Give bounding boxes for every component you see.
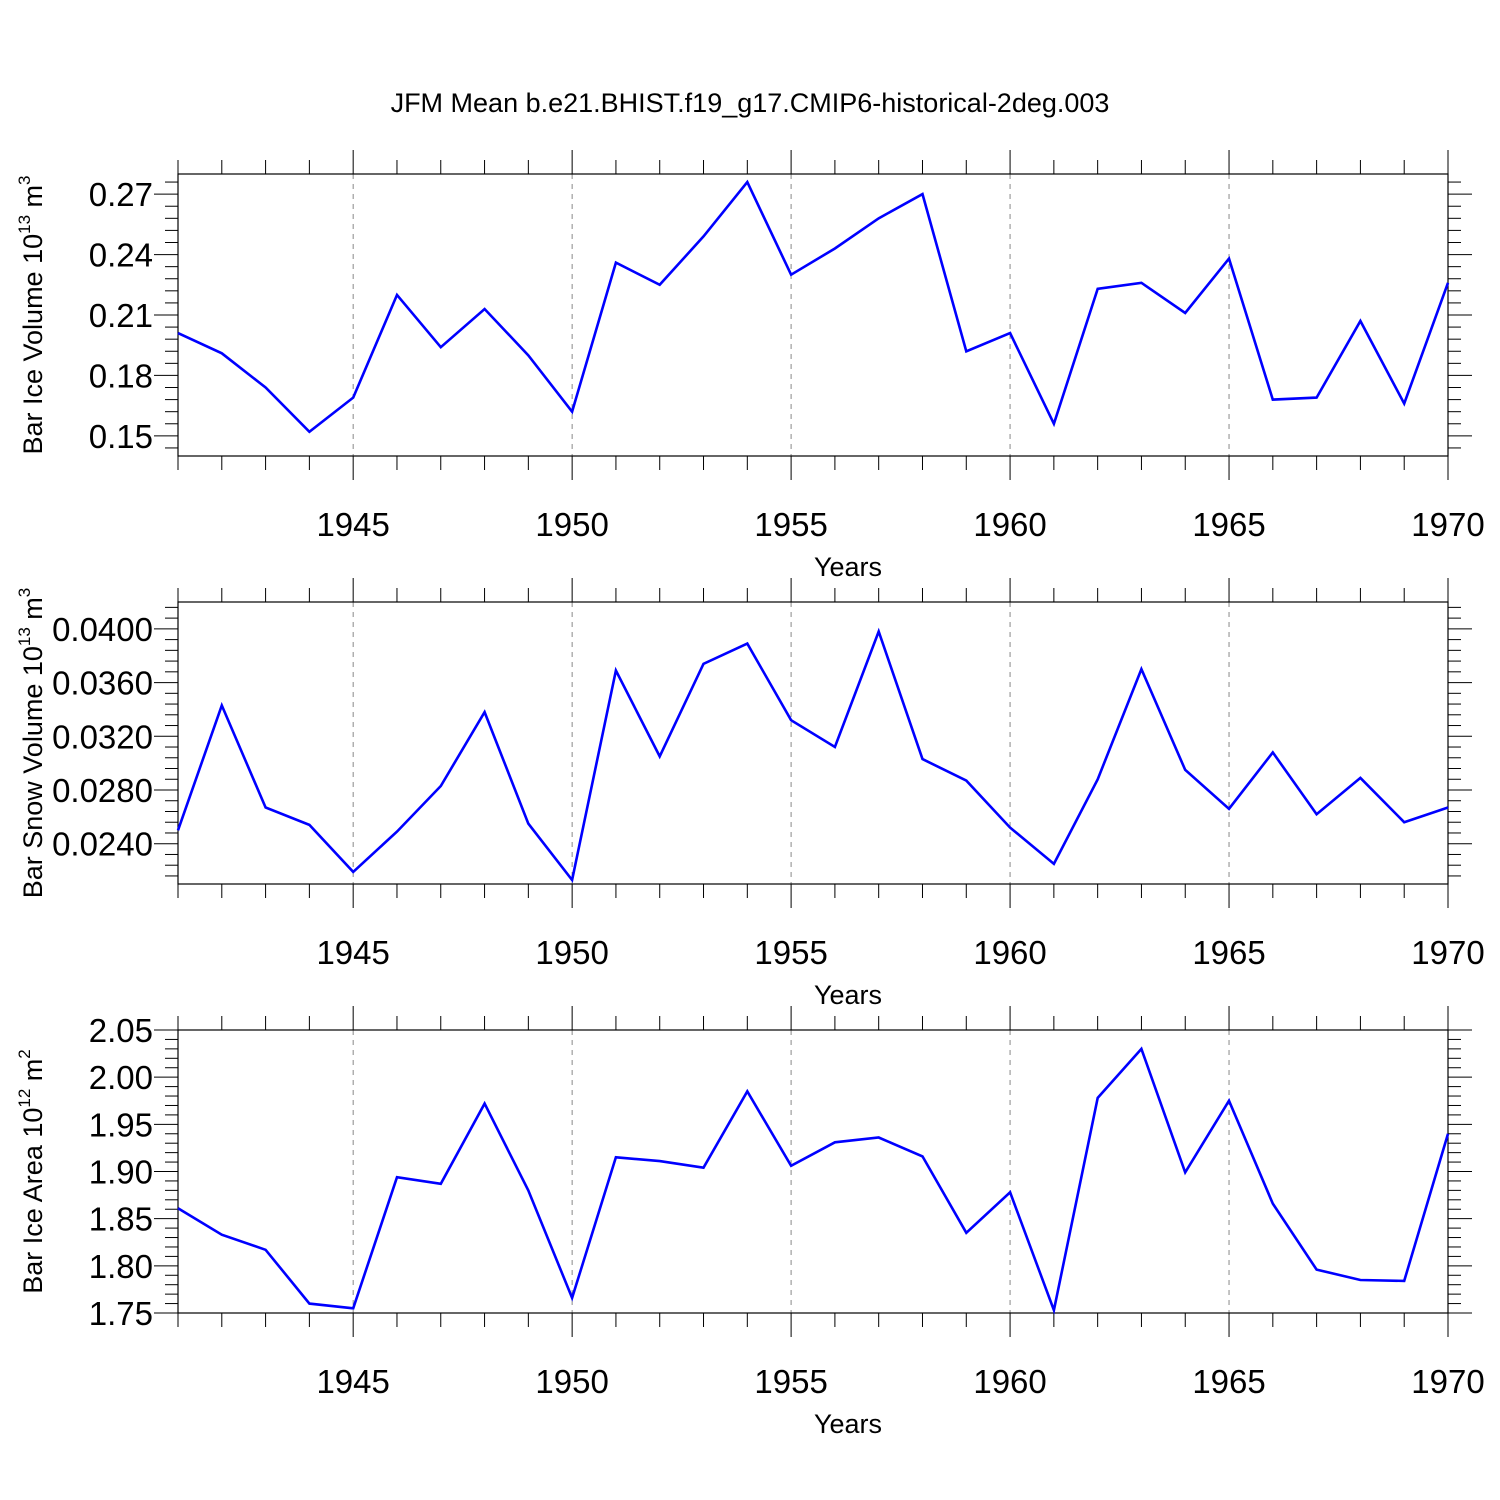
x-axis-label: Years [814, 1409, 882, 1439]
x-tick-label: 1960 [973, 1363, 1046, 1400]
chart-panel-1: 0.15 0.18 0.21 0.24 0.27 1945 1950 1955 1960 1965… [15, 150, 1485, 582]
x-tick-label: 1965 [1192, 934, 1265, 971]
y-tick-label: 0.15 [89, 418, 153, 455]
x-axis-label: Years [814, 552, 882, 582]
x-tick-label: 1960 [973, 934, 1046, 971]
x-tick-label: 1955 [754, 506, 827, 543]
x-tick-label: 1965 [1192, 1363, 1265, 1400]
series-line [177, 179, 1450, 434]
y-tick-label: 2.05 [89, 1012, 153, 1049]
y-axis-label-part: m [18, 1059, 48, 1089]
x-tick-label: 1970 [1411, 506, 1484, 543]
x-tick-label: 1950 [535, 934, 608, 971]
y-axis-label-part: Bar Ice Volume 10 [18, 234, 48, 455]
x-tick-label: 1965 [1192, 506, 1265, 543]
y-axis-label-part: Bar Snow Volume 10 [18, 646, 48, 898]
x-tick-label: 1970 [1411, 1363, 1484, 1400]
y-axis-label-part: m [18, 185, 48, 215]
plot-frame [177, 601, 1449, 885]
x-axis-label: Years [814, 980, 882, 1010]
y-tick-label: 1.95 [89, 1106, 153, 1143]
y-axis-label: Bar Ice Area 1012 m2 [15, 1049, 48, 1294]
y-axis-label: Bar Snow Volume 1013 m3 [15, 588, 48, 899]
y-axis-label-part: Bar Ice Area 10 [18, 1108, 48, 1294]
y-axis-label-superscript: 13 [15, 627, 34, 646]
x-tick-label: 1955 [754, 934, 827, 971]
y-axis-label: Bar Ice Volume 1013 m3 [15, 175, 48, 454]
y-tick-label: 0.0400 [52, 611, 153, 648]
series-line [176, 627, 1449, 884]
x-tick-label: 1970 [1411, 934, 1484, 971]
y-tick-label: 2.00 [89, 1059, 153, 1096]
y-axis-label-superscript: 3 [15, 175, 34, 184]
y-tick-label: 1.80 [89, 1248, 153, 1285]
y-tick-label: 0.18 [89, 357, 153, 394]
y-axis-label-superscript: 2 [15, 1049, 34, 1058]
y-axis-label-part: m [18, 597, 48, 627]
chart-title: JFM Mean b.e21.BHIST.f19_g17.CMIP6-histo… [391, 88, 1110, 118]
x-tick-label: 1945 [316, 934, 389, 971]
y-tick-label: 0.24 [89, 237, 153, 274]
x-tick-label: 1950 [535, 1363, 608, 1400]
chart-panel-3: 1.75 1.80 1.85 1.90 1.95 2.00 2.05 1945 1950 1955… [15, 1006, 1485, 1439]
x-tick-label: 1955 [754, 1363, 827, 1400]
y-axis-label-superscript: 3 [15, 588, 34, 597]
y-tick-label: 1.85 [89, 1201, 153, 1238]
y-axis-label-superscript: 13 [15, 215, 34, 234]
y-tick-label: 0.0280 [52, 772, 153, 809]
y-tick-label: 0.27 [89, 176, 153, 213]
x-tick-label: 1950 [535, 506, 608, 543]
y-tick-label: 0.0240 [52, 826, 153, 863]
y-tick-label: 1.90 [89, 1154, 153, 1191]
y-axis-label-superscript: 12 [15, 1089, 34, 1108]
y-tick-label: 0.0320 [52, 718, 153, 755]
x-tick-label: 1960 [973, 506, 1046, 543]
series-line [177, 1046, 1450, 1315]
x-tick-label: 1945 [316, 506, 389, 543]
x-tick-label: 1945 [316, 1363, 389, 1400]
y-tick-label: 0.21 [89, 297, 153, 334]
chart-panel-2: 0.0240 0.0280 0.0320 0.0360 0.0400 1945 1950 19… [15, 578, 1485, 1010]
plot-frame [177, 173, 1449, 457]
plot-frame [177, 1029, 1449, 1314]
y-tick-label: 0.0360 [52, 665, 153, 702]
y-tick-label: 1.75 [89, 1295, 153, 1332]
panels: 0.15 0.18 0.21 0.24 0.27 1945 1950 1955 1960 1965… [15, 150, 1485, 1439]
